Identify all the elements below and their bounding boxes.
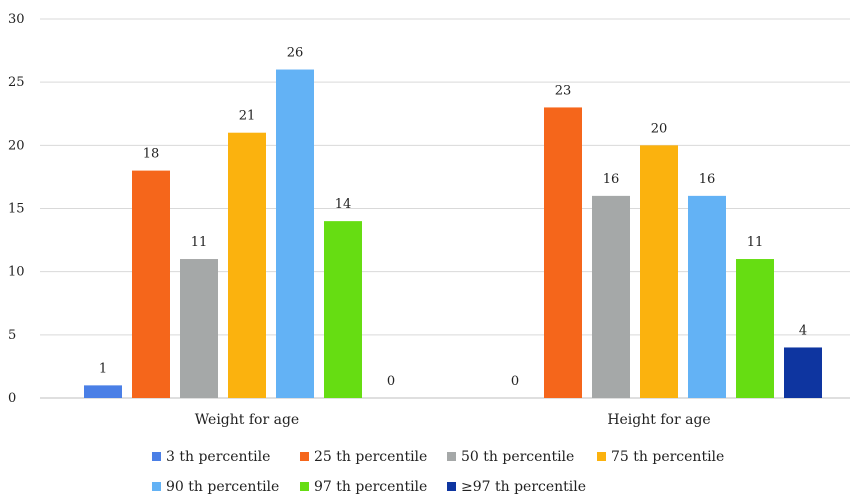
y-tick-label: 15 [8,202,25,217]
legend-swatch [447,482,456,491]
data-label: 11 [747,235,764,250]
bar-weight-for-age-series-1 [132,170,170,398]
bar-weight-for-age-series-2 [180,259,218,398]
data-label: 21 [239,109,256,124]
legend-item: 90 th percentile [152,479,279,495]
y-tick-label: 20 [8,138,25,153]
legend-swatch [447,452,456,461]
bar-weight-for-age-series-5 [324,221,362,398]
bar-weight-for-age-series-4 [276,69,314,399]
bar-weight-for-age-series-3 [228,132,266,398]
legend-label: 97 th percentile [314,479,427,495]
bar-height-for-age-series-5 [736,259,774,398]
legend-swatch [300,452,309,461]
data-label: 11 [191,235,208,250]
data-label: 0 [511,374,519,389]
legend-label: 50 th percentile [461,449,574,465]
data-label: 4 [799,323,807,338]
legend-swatch [597,452,606,461]
data-label: 26 [287,46,304,61]
y-tick-label: 10 [8,265,25,280]
data-label: 18 [143,147,160,162]
legend-label: 25 th percentile [314,449,427,465]
category-label: Height for age [607,412,710,428]
legend-swatch [300,482,309,491]
bar-weight-for-age-series-0 [84,385,122,398]
y-axis-ticks: 0 5 10 15 20 25 30 [8,12,25,406]
legend-item: 75 th percentile [597,449,724,465]
bar-height-for-age-series-4 [688,195,726,398]
data-label: 23 [555,83,572,98]
data-label: 14 [335,197,352,212]
bar-height-for-age-series-3 [640,145,678,398]
legend-item: 50 th percentile [447,449,574,465]
legend-item: 97 th percentile [300,479,427,495]
data-label: 16 [603,172,620,187]
bar-height-for-age-series-6 [784,347,822,398]
data-label: 0 [387,374,395,389]
data-labels: 1 18 11 21 26 14 0 0 23 16 20 16 11 4 [99,46,807,389]
y-tick-label: 0 [8,391,16,406]
legend-label: ≥97 th percentile [461,479,586,495]
legend-item: 3 th percentile [152,449,270,465]
legend-label: 75 th percentile [611,449,724,465]
legend-item: ≥97 th percentile [447,479,586,495]
gridlines [40,18,850,399]
legend-label: 90 th percentile [166,479,279,495]
bar-height-for-age-series-1 [544,107,582,398]
y-tick-label: 30 [8,12,25,27]
bar-height-for-age-series-2 [592,195,630,398]
data-label: 20 [651,121,668,136]
bars [84,69,822,399]
legend-item: 25 th percentile [300,449,427,465]
x-axis-categories: Weight for age Height for age [195,412,711,428]
category-label: Weight for age [195,412,299,428]
legend: 3 th percentile 25 th percentile 50 th per… [152,449,724,495]
legend-label: 3 th percentile [166,449,270,465]
y-tick-label: 25 [8,75,25,90]
data-label: 16 [699,172,716,187]
legend-swatch [152,452,161,461]
y-tick-label: 5 [8,328,16,343]
legend-swatch [152,482,161,491]
data-label: 1 [99,361,107,376]
